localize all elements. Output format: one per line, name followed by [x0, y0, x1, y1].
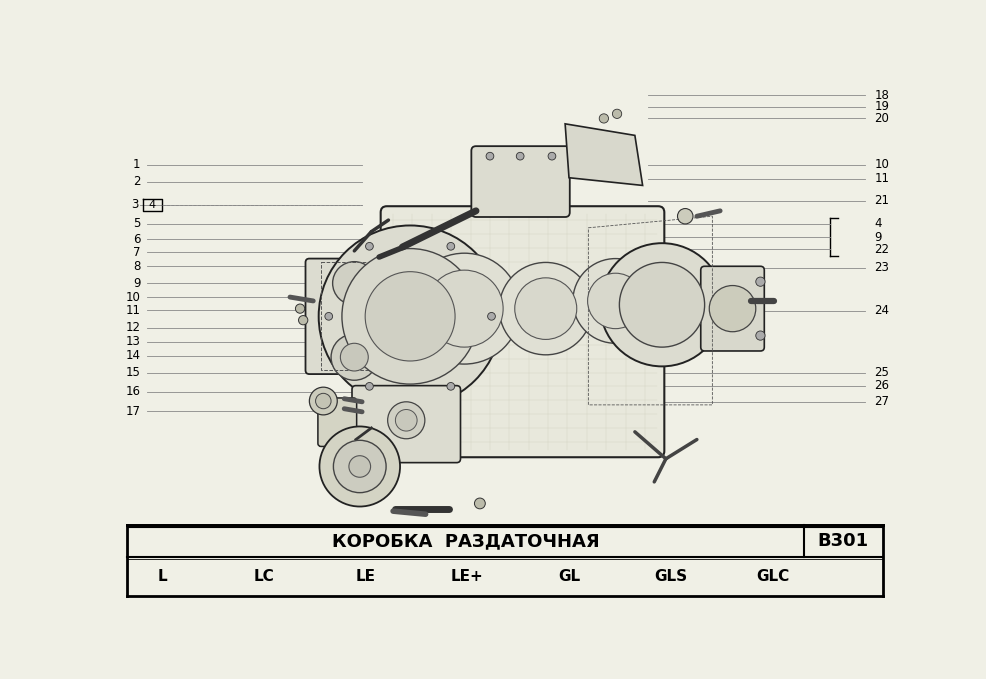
- Circle shape: [619, 262, 704, 347]
- Text: L: L: [157, 569, 167, 584]
- Text: 5: 5: [133, 217, 140, 230]
- Text: 20: 20: [874, 112, 888, 125]
- Text: 26: 26: [874, 379, 888, 392]
- Text: 1: 1: [133, 158, 140, 171]
- Circle shape: [387, 402, 424, 439]
- FancyBboxPatch shape: [700, 266, 763, 351]
- Polygon shape: [565, 124, 642, 185]
- Circle shape: [333, 440, 386, 493]
- Text: 7: 7: [133, 246, 140, 259]
- Circle shape: [425, 270, 503, 347]
- Text: 15: 15: [125, 366, 140, 379]
- Text: 3: 3: [130, 198, 138, 211]
- Text: 21: 21: [874, 194, 888, 207]
- Circle shape: [365, 272, 455, 361]
- Circle shape: [611, 109, 621, 118]
- Circle shape: [348, 456, 370, 477]
- Text: 2: 2: [133, 175, 140, 188]
- Text: 27: 27: [874, 395, 888, 408]
- Circle shape: [447, 242, 455, 250]
- Circle shape: [516, 152, 524, 160]
- Circle shape: [587, 273, 643, 329]
- Circle shape: [365, 382, 373, 390]
- Text: B301: B301: [817, 532, 868, 550]
- Circle shape: [755, 277, 764, 287]
- Circle shape: [309, 387, 337, 415]
- Text: 9: 9: [133, 277, 140, 290]
- Text: 22: 22: [874, 243, 888, 256]
- Text: GLC: GLC: [755, 569, 789, 584]
- Circle shape: [499, 262, 592, 355]
- FancyBboxPatch shape: [306, 259, 402, 374]
- Circle shape: [485, 152, 493, 160]
- Circle shape: [599, 114, 608, 123]
- Circle shape: [515, 278, 576, 340]
- Circle shape: [316, 393, 330, 409]
- Text: LE: LE: [355, 569, 376, 584]
- Text: LC: LC: [253, 569, 274, 584]
- Text: 19: 19: [874, 100, 888, 113]
- Text: 4: 4: [874, 217, 880, 230]
- Text: 8: 8: [133, 260, 140, 273]
- Circle shape: [408, 253, 520, 364]
- Circle shape: [324, 312, 332, 320]
- Text: 6: 6: [133, 233, 140, 246]
- Circle shape: [547, 152, 555, 160]
- Circle shape: [599, 243, 724, 367]
- Circle shape: [487, 312, 495, 320]
- Circle shape: [365, 242, 373, 250]
- Circle shape: [572, 259, 658, 344]
- Circle shape: [340, 344, 368, 371]
- Circle shape: [332, 261, 376, 305]
- Circle shape: [341, 249, 478, 384]
- Circle shape: [395, 409, 417, 431]
- Text: 10: 10: [874, 158, 888, 171]
- Text: 17: 17: [125, 405, 140, 418]
- Text: КОРОБКА  РАЗДАТОЧНАЯ: КОРОБКА РАЗДАТОЧНАЯ: [331, 532, 599, 550]
- Text: GLS: GLS: [654, 569, 687, 584]
- Circle shape: [474, 498, 485, 509]
- Text: 13: 13: [125, 335, 140, 348]
- Text: 14: 14: [125, 349, 140, 362]
- Circle shape: [319, 426, 399, 507]
- Circle shape: [755, 331, 764, 340]
- Text: 10: 10: [125, 291, 140, 304]
- Circle shape: [709, 286, 755, 332]
- Text: 4: 4: [149, 200, 156, 210]
- Text: 25: 25: [874, 366, 888, 379]
- Text: 11: 11: [874, 172, 888, 185]
- Text: 16: 16: [125, 385, 140, 399]
- Text: 24: 24: [874, 304, 888, 318]
- Circle shape: [447, 382, 455, 390]
- Circle shape: [298, 316, 308, 325]
- Text: 18: 18: [874, 89, 888, 102]
- Text: 23: 23: [874, 261, 888, 274]
- Circle shape: [330, 334, 378, 380]
- Circle shape: [676, 208, 692, 224]
- FancyBboxPatch shape: [317, 398, 356, 447]
- Text: 12: 12: [125, 321, 140, 334]
- Circle shape: [318, 225, 501, 407]
- FancyBboxPatch shape: [381, 206, 664, 457]
- Text: 9: 9: [874, 230, 880, 244]
- Circle shape: [295, 304, 305, 313]
- FancyBboxPatch shape: [471, 146, 569, 217]
- FancyBboxPatch shape: [352, 386, 460, 462]
- Text: GL: GL: [558, 569, 580, 584]
- Text: LE+: LE+: [451, 569, 483, 584]
- Text: 11: 11: [125, 304, 140, 316]
